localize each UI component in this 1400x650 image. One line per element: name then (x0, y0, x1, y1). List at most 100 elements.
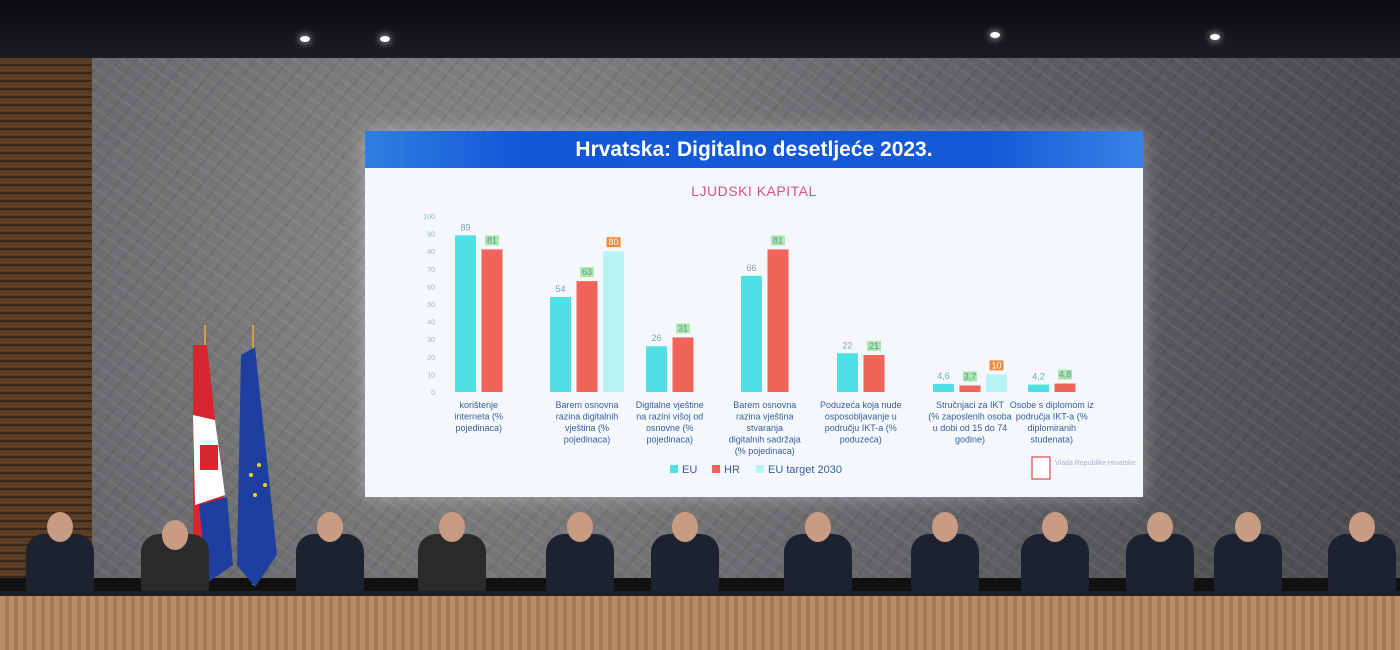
bar-hr (672, 337, 694, 392)
person-body (1126, 534, 1194, 592)
data-label-background (606, 237, 621, 248)
category-label: Stručnjaci za IKT (% zaposlenih osoba u do… (928, 400, 1012, 445)
data-label: 4,8 (1059, 370, 1072, 380)
legend-swatch (670, 465, 678, 473)
person-body (651, 534, 719, 592)
ceiling-light (300, 36, 310, 42)
person-body (1328, 534, 1396, 592)
data-label: 31 (678, 323, 688, 333)
category-label: Barem osnovna razina digitalnih vještina (… (555, 400, 618, 445)
y-tick-label: 20 (427, 355, 435, 362)
category-label: Digitalne vještine na razini višoj od osno… (636, 400, 704, 445)
y-tick-label: 90 (427, 232, 435, 239)
category-label: Barem osnovna razina vještina stvaranja dig… (729, 400, 801, 456)
legend-label: EU (682, 464, 697, 476)
seated-person (292, 500, 368, 592)
person-body (26, 534, 94, 592)
seated-person (1324, 500, 1400, 592)
data-label: 22 (842, 340, 852, 350)
bar-eu (550, 296, 571, 392)
data-label-background (867, 341, 881, 352)
data-label: 81 (487, 235, 497, 245)
bar-eu-target-2030 (603, 251, 624, 392)
data-label: 80 (608, 237, 618, 247)
seated-person (647, 500, 723, 592)
logo-text: Vlada Republike Hrvatske (1055, 460, 1136, 467)
person-head (162, 520, 188, 550)
seated-person (1017, 500, 1093, 592)
bar-eu-target-2030 (986, 374, 1007, 392)
legend-swatch (712, 465, 720, 473)
person-head (672, 512, 698, 542)
bar-eu (455, 235, 476, 392)
seated-person (1210, 500, 1286, 592)
data-label: 26 (651, 333, 661, 343)
person-head (47, 512, 73, 542)
person-head (932, 512, 958, 542)
data-label: 63 (582, 267, 592, 277)
person-body (296, 534, 364, 592)
y-tick-label: 10 (427, 372, 435, 379)
bar-hr (863, 355, 885, 392)
person-body (784, 534, 852, 592)
bar-hr (959, 385, 981, 392)
data-label-background (580, 267, 594, 278)
person-body (1021, 534, 1089, 592)
y-tick-label: 30 (427, 337, 435, 344)
person-head (1349, 512, 1375, 542)
bar-eu (933, 383, 954, 392)
data-label: 81 (773, 235, 783, 245)
category-label: Poduzeća koja nude osposobljavanje u podru… (820, 400, 902, 445)
data-label-background (676, 323, 690, 334)
y-tick-label: 70 (427, 267, 435, 274)
data-label: 3,7 (964, 371, 977, 381)
person-head (805, 512, 831, 542)
data-label: 66 (746, 263, 756, 273)
person-head (567, 512, 593, 542)
eu-flag (237, 347, 277, 587)
category-label: korištenje interneta (% pojedinaca) (454, 400, 503, 433)
data-label: 4,2 (1032, 372, 1045, 382)
data-label: 10 (991, 360, 1001, 370)
y-tick-label: 40 (427, 320, 435, 327)
y-tick-label: 50 (427, 302, 435, 309)
slide-title: Hrvatska: Digitalno desetljeće 2023. (575, 138, 933, 161)
y-tick-label: 60 (427, 284, 435, 291)
person-head (1235, 512, 1261, 542)
data-label-background (485, 235, 499, 246)
data-label: 4,6 (937, 371, 950, 381)
person-body (418, 534, 486, 592)
person-body (1214, 534, 1282, 592)
seated-person (22, 500, 98, 592)
person-body (911, 534, 979, 592)
legend-label: HR (724, 464, 740, 476)
table-edge (0, 591, 1400, 599)
data-label: 21 (869, 341, 879, 351)
bar-eu (1028, 384, 1049, 392)
bar-chart: 0 10 20 30 40 50 60 70 80 90 100 89 81 korištenje inte… (423, 214, 1136, 480)
bar-hr (767, 249, 789, 392)
data-label: 54 (555, 284, 565, 294)
data-label-background (963, 371, 977, 382)
ceiling-light (1210, 34, 1220, 40)
slide-subtitle: LJUDSKI KAPITAL (691, 183, 817, 199)
y-tick-label: 0 (431, 390, 435, 397)
ceiling-light (380, 36, 390, 42)
person-head (1147, 512, 1173, 542)
ceiling-light (990, 32, 1000, 38)
data-label: 89 (460, 222, 470, 232)
y-tick-label: 100 (423, 214, 435, 221)
flags (193, 325, 277, 587)
person-body (546, 534, 614, 592)
person-head (439, 512, 465, 542)
bar-eu (646, 346, 667, 392)
slide-title-bar: Hrvatska: Digitalno desetljeće 2023. (365, 131, 1143, 168)
data-label-background (771, 235, 785, 246)
bar-hr (576, 281, 598, 392)
bar-hr (1054, 383, 1076, 392)
seated-person (1122, 500, 1198, 592)
y-tick-label: 80 (427, 249, 435, 256)
bar-eu (741, 275, 762, 392)
seated-person (907, 500, 983, 592)
seated-person (137, 500, 213, 592)
